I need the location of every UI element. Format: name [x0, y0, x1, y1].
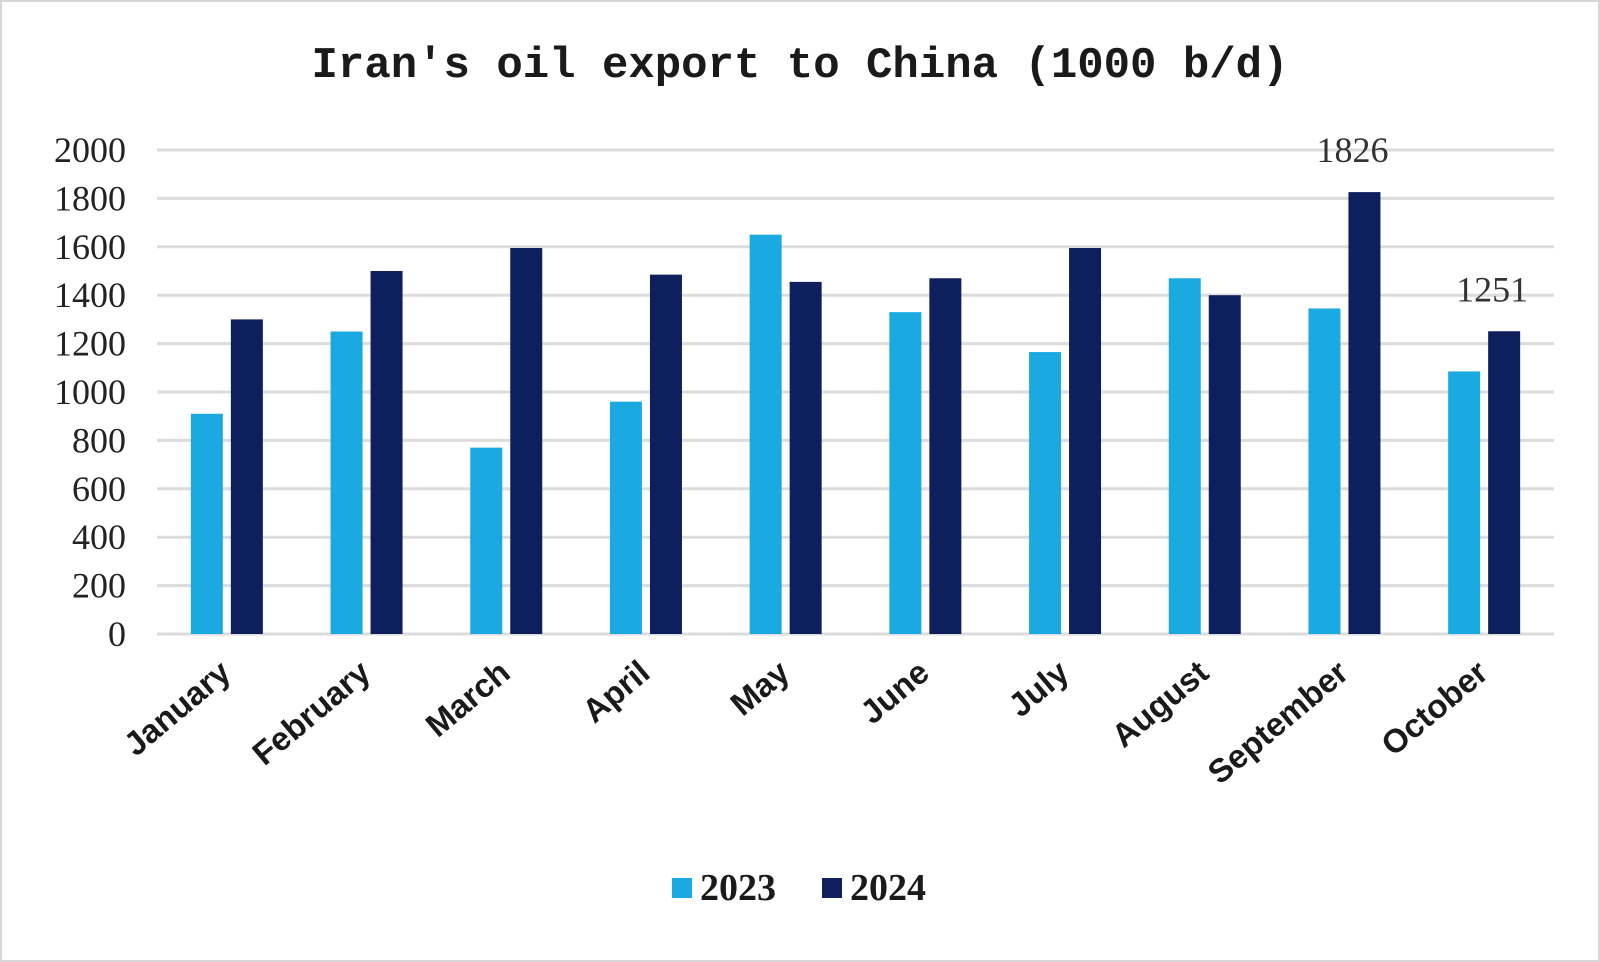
x-tick-label: October: [1374, 653, 1495, 763]
y-tick-label: 800: [72, 420, 126, 460]
bar-2023-june: [889, 312, 922, 634]
y-tick-label: 1400: [54, 275, 126, 315]
legend-swatch-2023: [672, 878, 692, 898]
bar-2024-may: [789, 281, 822, 634]
bars: [190, 192, 1521, 634]
x-tick-label: March: [419, 653, 517, 744]
bar-2023-october: [1448, 371, 1481, 634]
bar-2024-january: [230, 319, 263, 634]
bar-2024-september: [1348, 192, 1381, 634]
bar-2024-february: [370, 271, 403, 634]
bar-2023-may: [749, 234, 782, 634]
legend-label-2023: 2023: [700, 867, 776, 909]
bar-2023-august: [1168, 278, 1201, 634]
y-tick-label: 400: [72, 517, 126, 557]
x-tick-label: July: [1001, 653, 1076, 724]
bar-2024-april: [649, 274, 682, 634]
bar-2024-march: [510, 248, 543, 634]
x-tick-label: April: [575, 653, 656, 730]
bar-2023-january: [190, 413, 223, 634]
bar-2024-october: [1488, 331, 1521, 634]
bar-2024-july: [1069, 248, 1102, 634]
y-tick-label: 1200: [54, 324, 126, 364]
bar-2024-august: [1208, 295, 1241, 634]
bar-2023-april: [609, 401, 642, 634]
legend-label-2024: 2024: [850, 867, 926, 909]
bar-2023-february: [330, 331, 363, 634]
y-tick-label: 1600: [54, 227, 126, 267]
y-tick-label: 1000: [54, 372, 126, 412]
y-tick-label: 600: [72, 469, 126, 509]
legend: 2023 2024: [672, 867, 926, 909]
gridlines: [157, 148, 1554, 636]
x-axis: January February March April May June July Augu…: [117, 653, 1495, 791]
x-tick-label: September: [1201, 653, 1356, 791]
y-tick-label: 1800: [54, 178, 126, 218]
y-axis: 0 200 400 600 800 1000 1200 1400 1600 1800 2000: [54, 130, 126, 654]
x-tick-label: January: [117, 653, 238, 763]
y-tick-label: 2000: [54, 130, 126, 170]
data-label: 1826: [1316, 130, 1388, 170]
data-label: 1251: [1456, 269, 1528, 309]
x-tick-label: June: [853, 653, 936, 731]
legend-swatch-2024: [822, 878, 842, 898]
bar-2023-march: [470, 447, 503, 634]
bar-2023-july: [1029, 352, 1062, 634]
x-tick-label: August: [1104, 653, 1215, 754]
y-tick-label: 0: [108, 614, 126, 654]
bar-2023-september: [1308, 308, 1341, 634]
x-tick-label: February: [245, 653, 377, 773]
chart-title: Iran's oil export to China (1000 b/d): [312, 41, 1289, 91]
bar-2024-june: [929, 278, 962, 634]
data-labels: 1826 1251: [1316, 130, 1528, 309]
x-tick-label: May: [723, 653, 796, 723]
y-tick-label: 200: [72, 566, 126, 606]
